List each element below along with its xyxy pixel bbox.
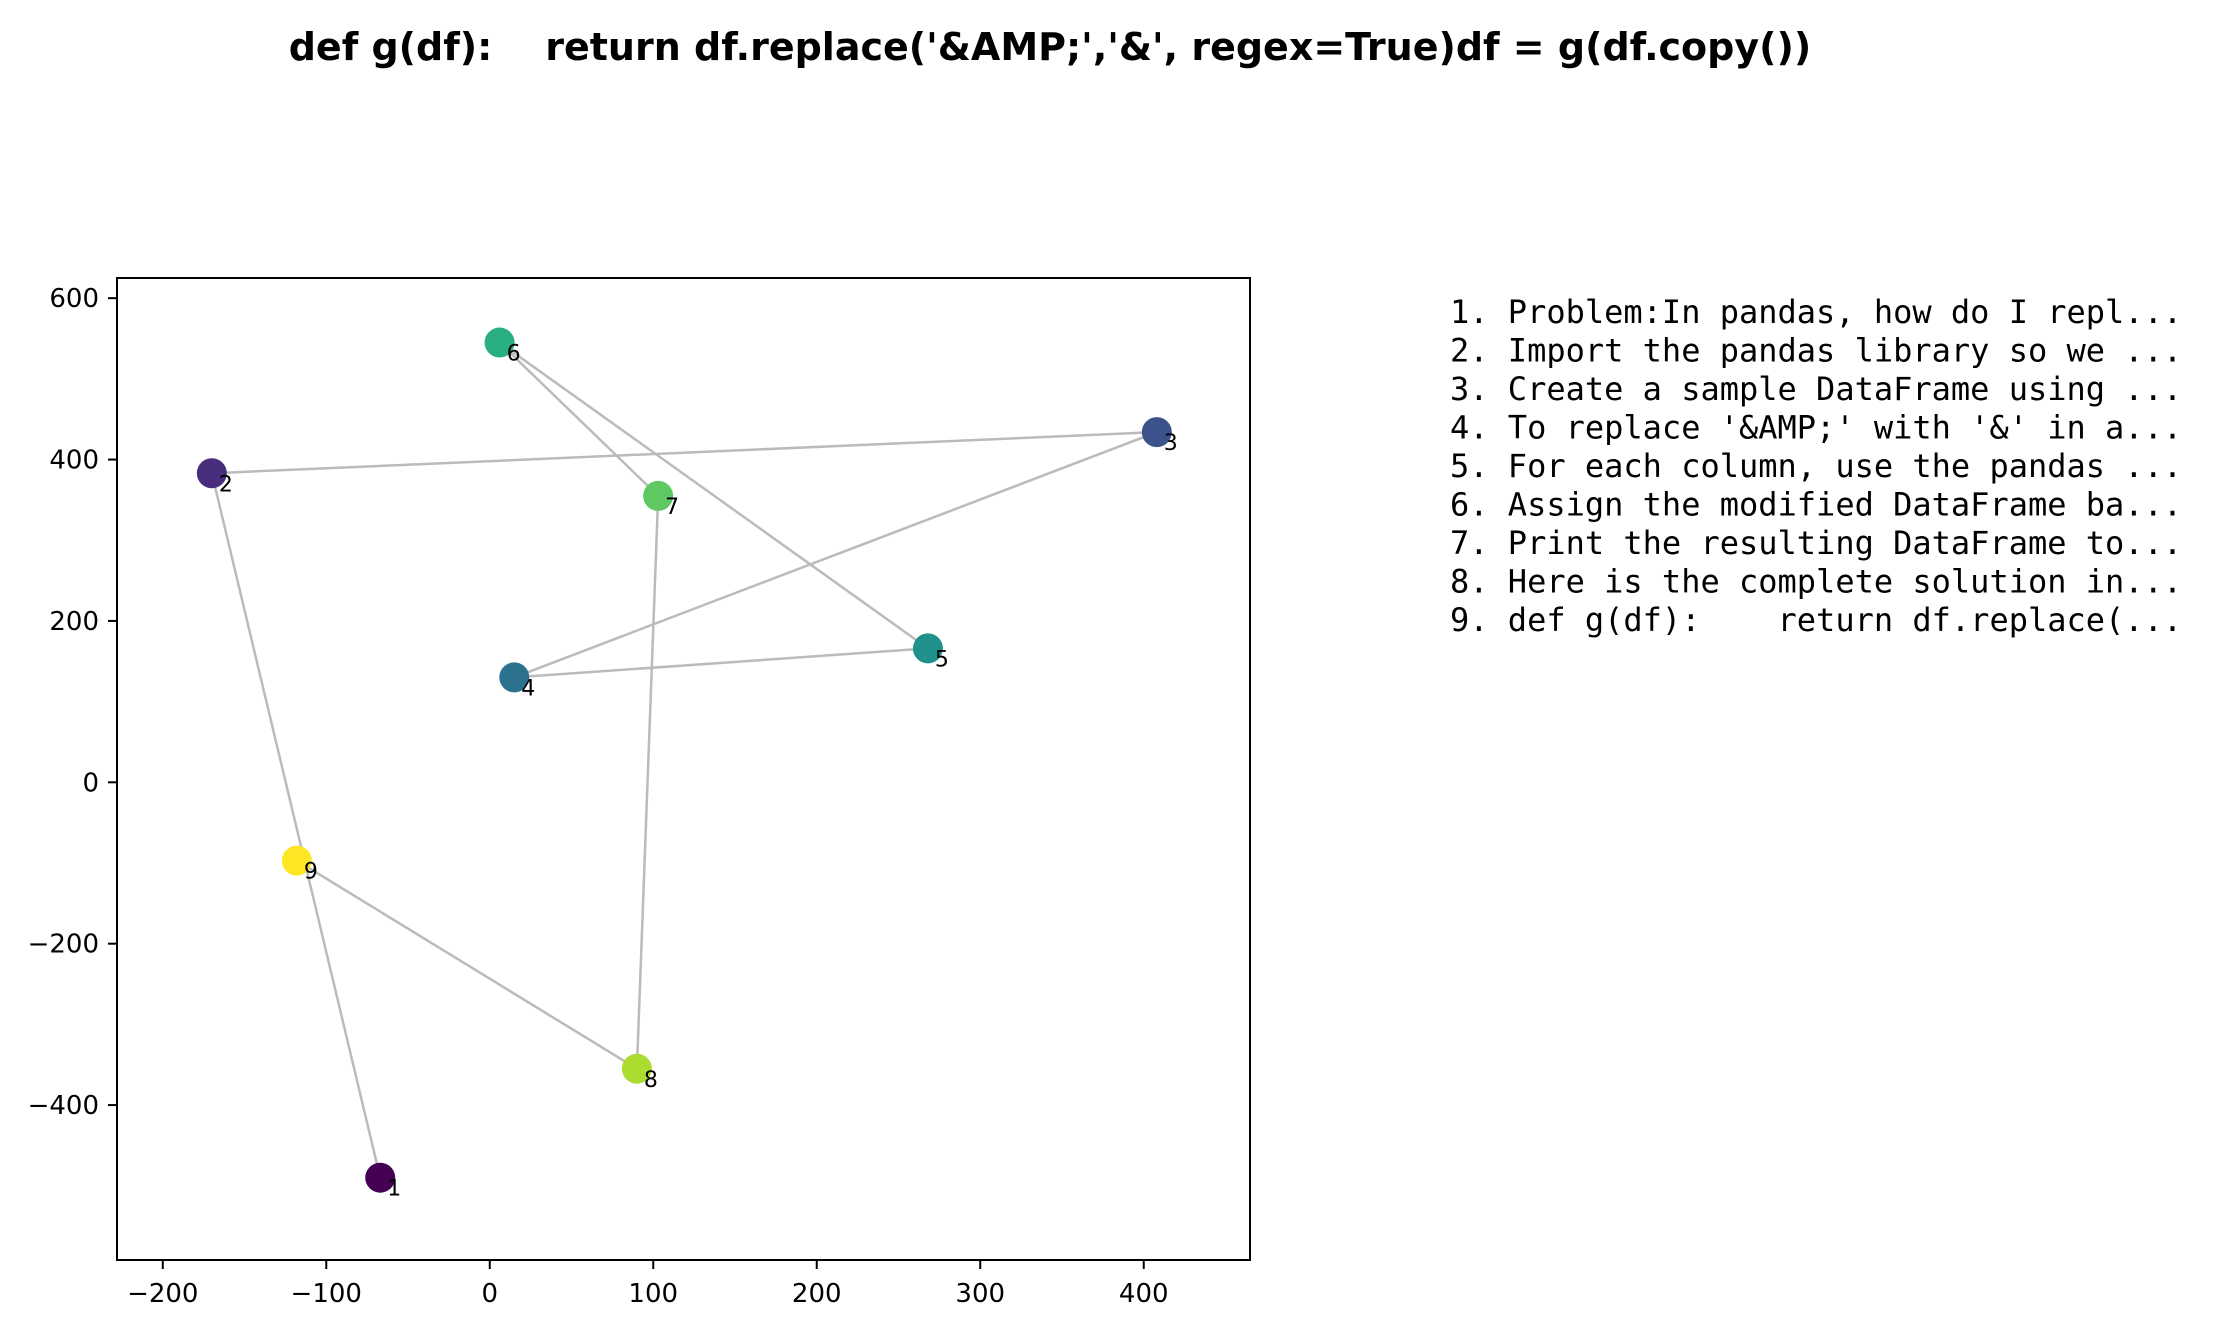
legend-item: 5. For each column, use the pandas ... [1450,447,2182,485]
point-3 [1141,417,1172,448]
x-tick-label: 300 [955,1279,1005,1309]
x-tick-label: 100 [628,1279,678,1309]
point-2 [196,458,227,489]
legend-item: 1. Problem:In pandas, how do I repl... [1450,293,2182,331]
point-label: 7 [665,495,679,520]
y-tick-label: 0 [82,768,99,798]
legend-item: 7. Print the resulting DataFrame to... [1450,524,2182,562]
plot-area [116,277,1251,1261]
connector-line [498,341,660,497]
y-tick-label: −200 [28,930,99,960]
point-label: 1 [387,1177,401,1202]
point-4 [499,662,530,693]
connector-line [296,859,638,1070]
point-label: 8 [644,1068,658,1093]
point-9 [281,845,312,876]
point-label: 4 [521,676,535,701]
legend-item: 6. Assign the modified DataFrame ba... [1450,486,2182,524]
point-label: 3 [1164,431,1178,456]
point-7 [643,480,674,511]
point-label: 6 [507,342,521,367]
legend-item: 4. To replace '&AMP;' with '&' in a... [1450,409,2182,447]
x-axis: −200 −100 0 100 200 300 400 [127,1260,1169,1309]
y-tick-label: 600 [49,284,99,314]
data-points: 1 2 3 4 5 6 7 8 9 [196,327,1178,1202]
step-legend: 1. Problem:In pandas, how do I repl...2.… [1450,293,2182,639]
y-tick-label: −400 [28,1091,99,1121]
point-5 [912,633,943,664]
point-label: 2 [219,472,233,497]
x-tick-label: −100 [291,1279,362,1309]
legend-item: 2. Import the pandas library so we ... [1450,332,2182,370]
x-tick-label: −200 [127,1279,198,1309]
legend-item: 3. Create a sample DataFrame using ... [1450,370,2182,408]
y-tick-label: 200 [49,607,99,637]
connector-line [210,472,382,1178]
connector-line [514,647,929,679]
point-label: 9 [304,860,318,885]
y-tick-label: 400 [49,446,99,476]
x-tick-label: 0 [481,1279,498,1309]
connecting-lines [210,341,1158,1178]
x-tick-label: 400 [1119,1279,1169,1309]
legend-item: 9. def g(df): return df.replace(... [1450,601,2182,639]
point-1 [365,1162,396,1193]
connector-line [635,495,660,1069]
legend-item: 8. Here is the complete solution in... [1450,563,2182,601]
connector-line [498,341,929,650]
y-axis: −400 −200 0 200 400 600 [28,284,117,1121]
connector-line [211,430,1157,475]
chart-title: def g(df): return df.replace('&AMP;','&'… [289,25,1812,69]
connector-line [513,430,1158,679]
point-8 [621,1053,652,1084]
x-tick-label: 200 [792,1279,842,1309]
point-6 [484,327,515,358]
point-label: 5 [935,647,949,672]
